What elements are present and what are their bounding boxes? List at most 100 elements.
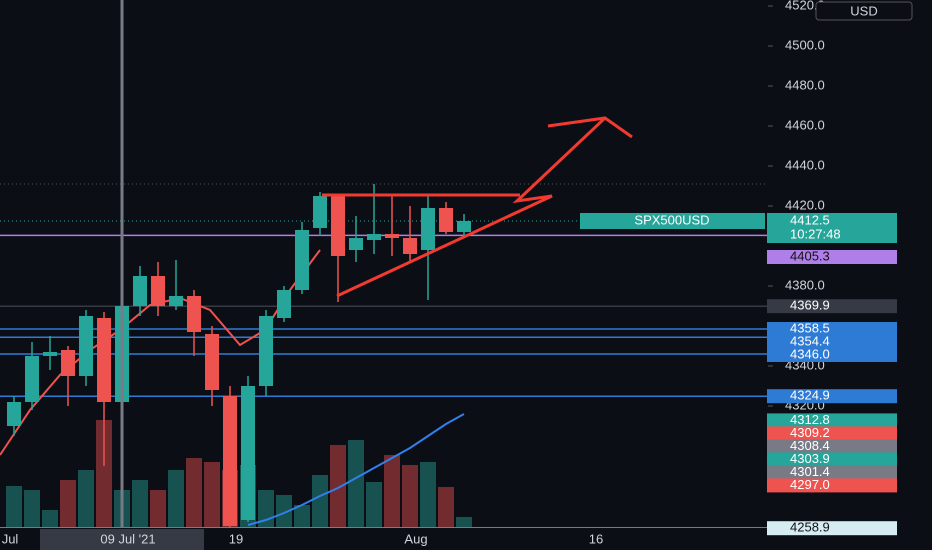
candle-body bbox=[133, 276, 147, 306]
volume-bar bbox=[204, 462, 220, 528]
volume-bar bbox=[456, 517, 472, 528]
currency-box bbox=[815, 1, 913, 21]
candle-body bbox=[7, 402, 21, 426]
volume-bar bbox=[402, 465, 418, 528]
x-tick-label: 19 bbox=[229, 531, 243, 546]
level-box bbox=[767, 299, 897, 314]
volume-ma bbox=[247, 413, 465, 526]
level-label: 4358.5 bbox=[790, 320, 830, 335]
candle-body bbox=[43, 352, 57, 356]
x-tick-label: 16 bbox=[589, 531, 603, 546]
volume-layer bbox=[6, 413, 472, 528]
y-tick-label: 4420.0 bbox=[785, 197, 825, 212]
volume-bar bbox=[24, 490, 40, 528]
candles-layer bbox=[7, 184, 471, 530]
y-tick-label: 4480.0 bbox=[785, 77, 825, 92]
y-tick-label: 4460.0 bbox=[785, 117, 825, 132]
level-box bbox=[767, 348, 897, 362]
level-label: 4297.0 bbox=[790, 477, 830, 492]
volume-bar bbox=[438, 487, 454, 528]
level-label: 4354.4 bbox=[790, 333, 830, 348]
candle-body bbox=[223, 396, 237, 526]
candle-body bbox=[295, 230, 309, 290]
volume-bar bbox=[384, 455, 400, 528]
level-box bbox=[767, 426, 897, 441]
candle-body bbox=[169, 296, 183, 306]
crosshair-label: 09 Jul '21 bbox=[100, 531, 155, 546]
volume-bar bbox=[42, 510, 58, 528]
candle-body bbox=[313, 196, 327, 228]
y-tick-label: 4440.0 bbox=[785, 157, 825, 172]
volume-bar bbox=[420, 462, 436, 528]
level-box bbox=[767, 335, 897, 349]
candle-body bbox=[187, 296, 201, 332]
countdown: 10:27:48 bbox=[790, 226, 841, 241]
triangle-side-arrow bbox=[336, 116, 607, 298]
candle-body bbox=[385, 234, 399, 238]
volume-bar bbox=[312, 475, 328, 528]
currency: USD bbox=[850, 3, 877, 18]
level-label: 4346.0 bbox=[790, 346, 830, 361]
candle-body bbox=[61, 350, 75, 376]
y-tick-label: 4380.0 bbox=[785, 277, 825, 292]
candle-body bbox=[97, 318, 111, 402]
y-tick-label: 4500.0 bbox=[785, 37, 825, 52]
volume-bar bbox=[348, 440, 364, 528]
candle-body bbox=[403, 238, 417, 254]
candle-body bbox=[241, 386, 255, 520]
level-label: 4369.9 bbox=[790, 298, 830, 313]
volume-bar bbox=[132, 480, 148, 528]
candle-body bbox=[457, 221, 471, 232]
x-tick-label: Aug bbox=[404, 531, 427, 546]
crosshair-label-box bbox=[40, 529, 204, 550]
arrow-head bbox=[547, 116, 633, 139]
last-price-box bbox=[767, 213, 897, 243]
level-box bbox=[767, 465, 897, 480]
candle-body bbox=[205, 334, 219, 390]
level-label: 4301.4 bbox=[790, 464, 830, 479]
level-label: 4303.9 bbox=[790, 451, 830, 466]
level-box bbox=[767, 521, 897, 536]
level-box bbox=[767, 452, 897, 467]
level-box bbox=[767, 478, 897, 493]
level-box bbox=[767, 322, 897, 336]
level-box bbox=[767, 413, 897, 428]
volume-bar bbox=[366, 482, 382, 528]
volume-bar bbox=[294, 505, 310, 528]
candle-body bbox=[367, 234, 381, 240]
y-tick-label: 4520.0 bbox=[785, 0, 825, 12]
level-label: 4324.9 bbox=[790, 388, 830, 403]
volume-bar bbox=[96, 420, 112, 528]
candle-body bbox=[277, 290, 291, 318]
candle-body bbox=[79, 316, 93, 376]
candle-body bbox=[25, 356, 39, 402]
volume-bar bbox=[78, 470, 94, 528]
level-box bbox=[767, 439, 897, 454]
level-label: 4258.9 bbox=[790, 520, 830, 535]
level-label: 4309.2 bbox=[790, 425, 830, 440]
volume-bar bbox=[186, 458, 202, 528]
level-box bbox=[767, 250, 897, 264]
candle-body bbox=[439, 208, 453, 232]
last-price-label: 4412.5 bbox=[790, 212, 830, 227]
level-label: 4405.3 bbox=[790, 248, 830, 263]
volume-bar bbox=[150, 490, 166, 528]
candle-body bbox=[421, 208, 435, 250]
volume-bar bbox=[276, 495, 292, 528]
drawing bbox=[322, 116, 633, 298]
level-label: 4308.4 bbox=[790, 438, 830, 453]
volume-bar bbox=[168, 470, 184, 528]
candle-body bbox=[259, 316, 273, 386]
volume-bar bbox=[60, 480, 76, 528]
candle-body bbox=[331, 196, 345, 256]
volume-bar bbox=[330, 445, 346, 528]
candle-body bbox=[151, 276, 165, 306]
level-label: 4312.8 bbox=[790, 412, 830, 427]
axis-layer: 4520.0 4500.0 4480.0 4460.0 4440.0 4420.0 4380… bbox=[2, 0, 897, 550]
symbol-box bbox=[580, 213, 765, 229]
level-box bbox=[767, 389, 897, 404]
volume-bar bbox=[6, 486, 22, 528]
symbol-label: SPX500USD bbox=[634, 212, 709, 227]
x-tick-label: Jul bbox=[2, 531, 19, 546]
